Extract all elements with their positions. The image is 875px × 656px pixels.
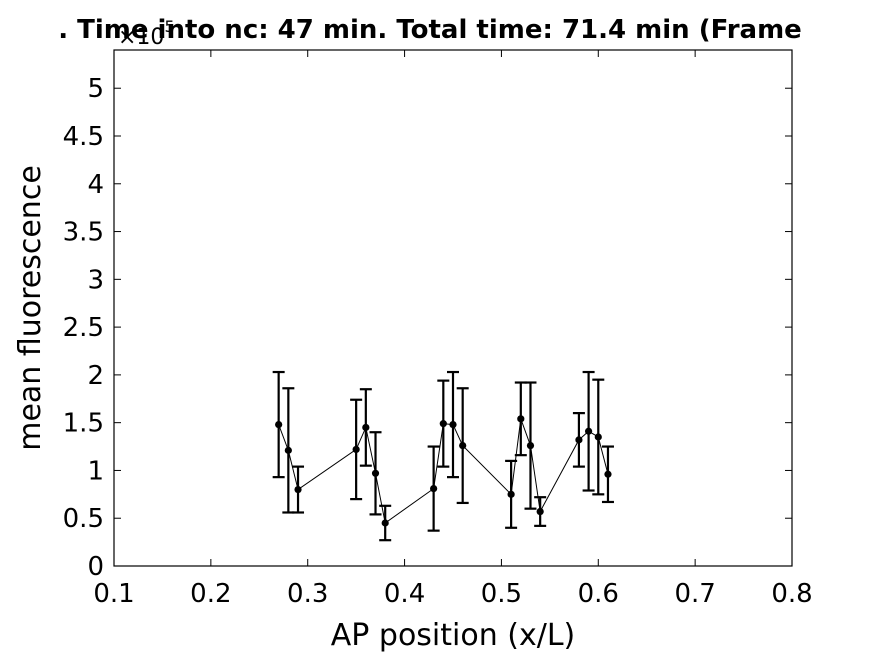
error-bar: [534, 496, 547, 527]
error-bar: [592, 378, 605, 496]
x-tick-label: 0.3: [287, 579, 328, 609]
data-point: [575, 436, 583, 444]
error-bar: [447, 370, 459, 479]
error-bar: [292, 465, 305, 514]
x-tick-label: 0.2: [190, 579, 231, 609]
data-point: [526, 442, 535, 450]
data-point: [362, 423, 370, 432]
x-axis: 0.1 0.2 0.3 0.4 0.5 0.6 0.7 0.8: [93, 50, 813, 609]
error-bar: [272, 370, 285, 479]
y-tick-label: 2.5: [63, 313, 104, 343]
y-tick-label: 1.5: [63, 409, 104, 439]
y-tick-label: 0: [87, 552, 104, 582]
data-point: [536, 507, 544, 516]
data-point: [294, 485, 302, 494]
y-tick-label: 4: [87, 170, 104, 200]
x-tick-label: 0.6: [578, 579, 619, 609]
x-tick-label: 0.5: [481, 579, 522, 609]
data-point: [371, 469, 380, 477]
error-bar: [601, 445, 614, 504]
x-tick-label: 0.1: [93, 579, 134, 609]
error-bar: [582, 370, 595, 492]
error-bar: [572, 412, 585, 468]
error-bar: [437, 379, 450, 468]
data-point: [604, 470, 612, 478]
data-point: [507, 490, 515, 498]
data-point: [381, 519, 389, 527]
y-tick-label: 0.5: [63, 504, 104, 534]
data-point: [459, 442, 467, 450]
y-tick-label: 2: [87, 361, 104, 391]
error-bar: [524, 381, 537, 510]
x-tick-label: 0.8: [771, 579, 812, 609]
data-point: [594, 433, 602, 441]
error-bar: [282, 387, 295, 514]
data-point: [430, 485, 438, 493]
data-point: [449, 420, 457, 429]
y-tick-label: 3.5: [63, 218, 104, 248]
data-point: [439, 420, 447, 428]
error-bar: [427, 445, 440, 532]
x-axis-label: AP position (x/L): [331, 618, 576, 653]
y-exponent-power: 5: [164, 17, 174, 36]
y-tick-label: 1: [87, 456, 104, 486]
data-point: [352, 445, 360, 454]
data-point: [517, 415, 525, 423]
error-bar: [514, 381, 527, 457]
y-tick-label: 4.5: [63, 122, 104, 152]
y-exponent: ×105: [118, 17, 175, 50]
chart-title: . Time into nc: 47 min. Total time: 71.4…: [58, 15, 802, 45]
data-point: [284, 446, 292, 454]
x-tick-label: 0.7: [674, 579, 715, 609]
error-bar: [359, 388, 372, 467]
error-bar: [369, 431, 382, 516]
error-bar: [350, 398, 363, 501]
y-exponent-base: ×10: [118, 25, 164, 50]
x-tick-label: 0.4: [384, 579, 425, 609]
plot-area: [113, 49, 793, 567]
error-bar: [456, 387, 469, 505]
error-bar: [379, 504, 392, 542]
y-tick-label: 5: [87, 74, 104, 104]
data-point: [275, 420, 283, 429]
series-layer: [272, 370, 614, 542]
error-bar: [505, 459, 518, 529]
data-point: [585, 427, 593, 435]
y-axis-label: mean fluorescence: [13, 165, 48, 451]
y-tick-label: 3: [87, 265, 104, 295]
y-axis: 0 0.5 1 1.5 2 2.5 3 3.5 4 4.5 5: [63, 74, 792, 582]
